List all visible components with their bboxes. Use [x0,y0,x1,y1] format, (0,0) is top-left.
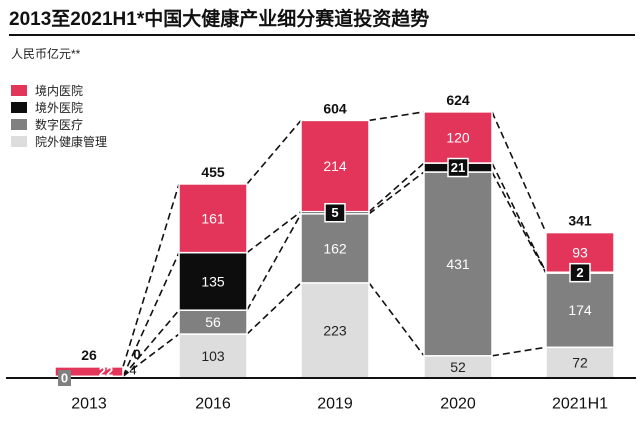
data-label-box [569,262,591,283]
data-label: 2 [576,265,583,280]
data-label: 72 [572,355,588,371]
legend-label: 数字医疗 [35,118,84,132]
data-label: 223 [323,322,347,338]
data-label: 4 [129,363,136,378]
total-label: 604 [323,100,347,116]
data-label: 22 [99,364,113,379]
legend-label: 院外健康管理 [35,135,108,149]
page-title: 2013至2021H1*中国大健康产业细分赛道投资趋势 [9,9,430,30]
connector-line [491,162,547,273]
legend-item-outpatient-health: 院外健康管理 [11,133,107,150]
legend-item-domestic-hospital: 境内医院 [11,82,107,99]
legend-label: 境外医院 [35,101,84,115]
connector-line [368,171,425,215]
data-label-box [447,157,469,178]
total-label: 341 [568,213,592,229]
x-tick-label: 2016 [195,396,231,413]
data-label: 162 [323,240,347,256]
bar-segment-domestic-hospital [300,119,370,213]
data-label: 103 [201,348,225,364]
bar-segment-digital-health [423,171,493,357]
connector-line [246,213,302,311]
x-tick-label: 2021H1 [552,396,608,413]
data-labels: 4002226201310356135161455201622316252146… [58,92,608,413]
data-label: 0 [61,371,68,386]
chart-legend: 境内医院 境外医院 数字医疗 院外健康管理 [11,82,107,150]
data-label: 93 [572,244,588,260]
bar-segment-domestic-hospital [178,183,248,254]
connector-line [368,282,425,357]
data-label: 214 [323,158,347,174]
connector-line [368,162,425,213]
data-label: 5 [331,205,338,220]
total-label: 26 [81,347,97,363]
connector-line [368,111,425,122]
legend-item-digital-health: 数字医疗 [11,116,107,133]
unit-label: 人民币亿元** [11,47,81,61]
bars [6,111,636,379]
legend-swatch [11,136,27,147]
total-label: 455 [201,164,225,180]
data-label: 174 [568,302,592,318]
bar-segment-digital-health [545,272,615,349]
connector-line [122,252,180,377]
connector-lines [122,111,547,377]
connector-line [122,309,180,377]
connector-line [246,211,302,254]
data-label: 135 [201,273,225,289]
data-label: 56 [205,314,221,330]
legend-item-overseas-hospital: 境外医院 [11,99,107,116]
bar-segment-digital-health [300,213,370,284]
data-label: 21 [451,160,465,175]
legend-swatch [11,85,27,96]
data-label-box [324,202,346,223]
legend-swatch [11,102,27,113]
legend-label: 境内医院 [35,84,84,98]
legend-swatch [11,119,27,130]
data-label: 0 [133,346,141,362]
connector-line [246,282,302,335]
connector-line [122,183,180,368]
x-tick-label: 2020 [440,396,476,413]
data-label: 431 [446,256,470,272]
bar-segment-outpatient-health [545,346,615,379]
x-tick-label: 2019 [317,396,353,413]
bar-segment-outpatient-health [178,333,248,379]
connector-line [491,346,547,357]
connector-line [246,119,302,185]
x-tick-label: 2013 [71,396,107,413]
bar-segment-domestic-hospital [54,366,124,378]
title-divider [9,34,635,36]
data-label: 52 [450,359,466,375]
bar-segment-overseas-hospital [178,251,248,311]
bar-segment-outpatient-health [300,282,370,379]
data-label: 120 [446,129,470,145]
connector-line [491,171,547,274]
data-label: 161 [201,210,225,226]
data-label-box [58,370,71,386]
total-label: 624 [446,92,470,108]
connector-line [122,333,180,377]
connector-line [491,111,547,233]
